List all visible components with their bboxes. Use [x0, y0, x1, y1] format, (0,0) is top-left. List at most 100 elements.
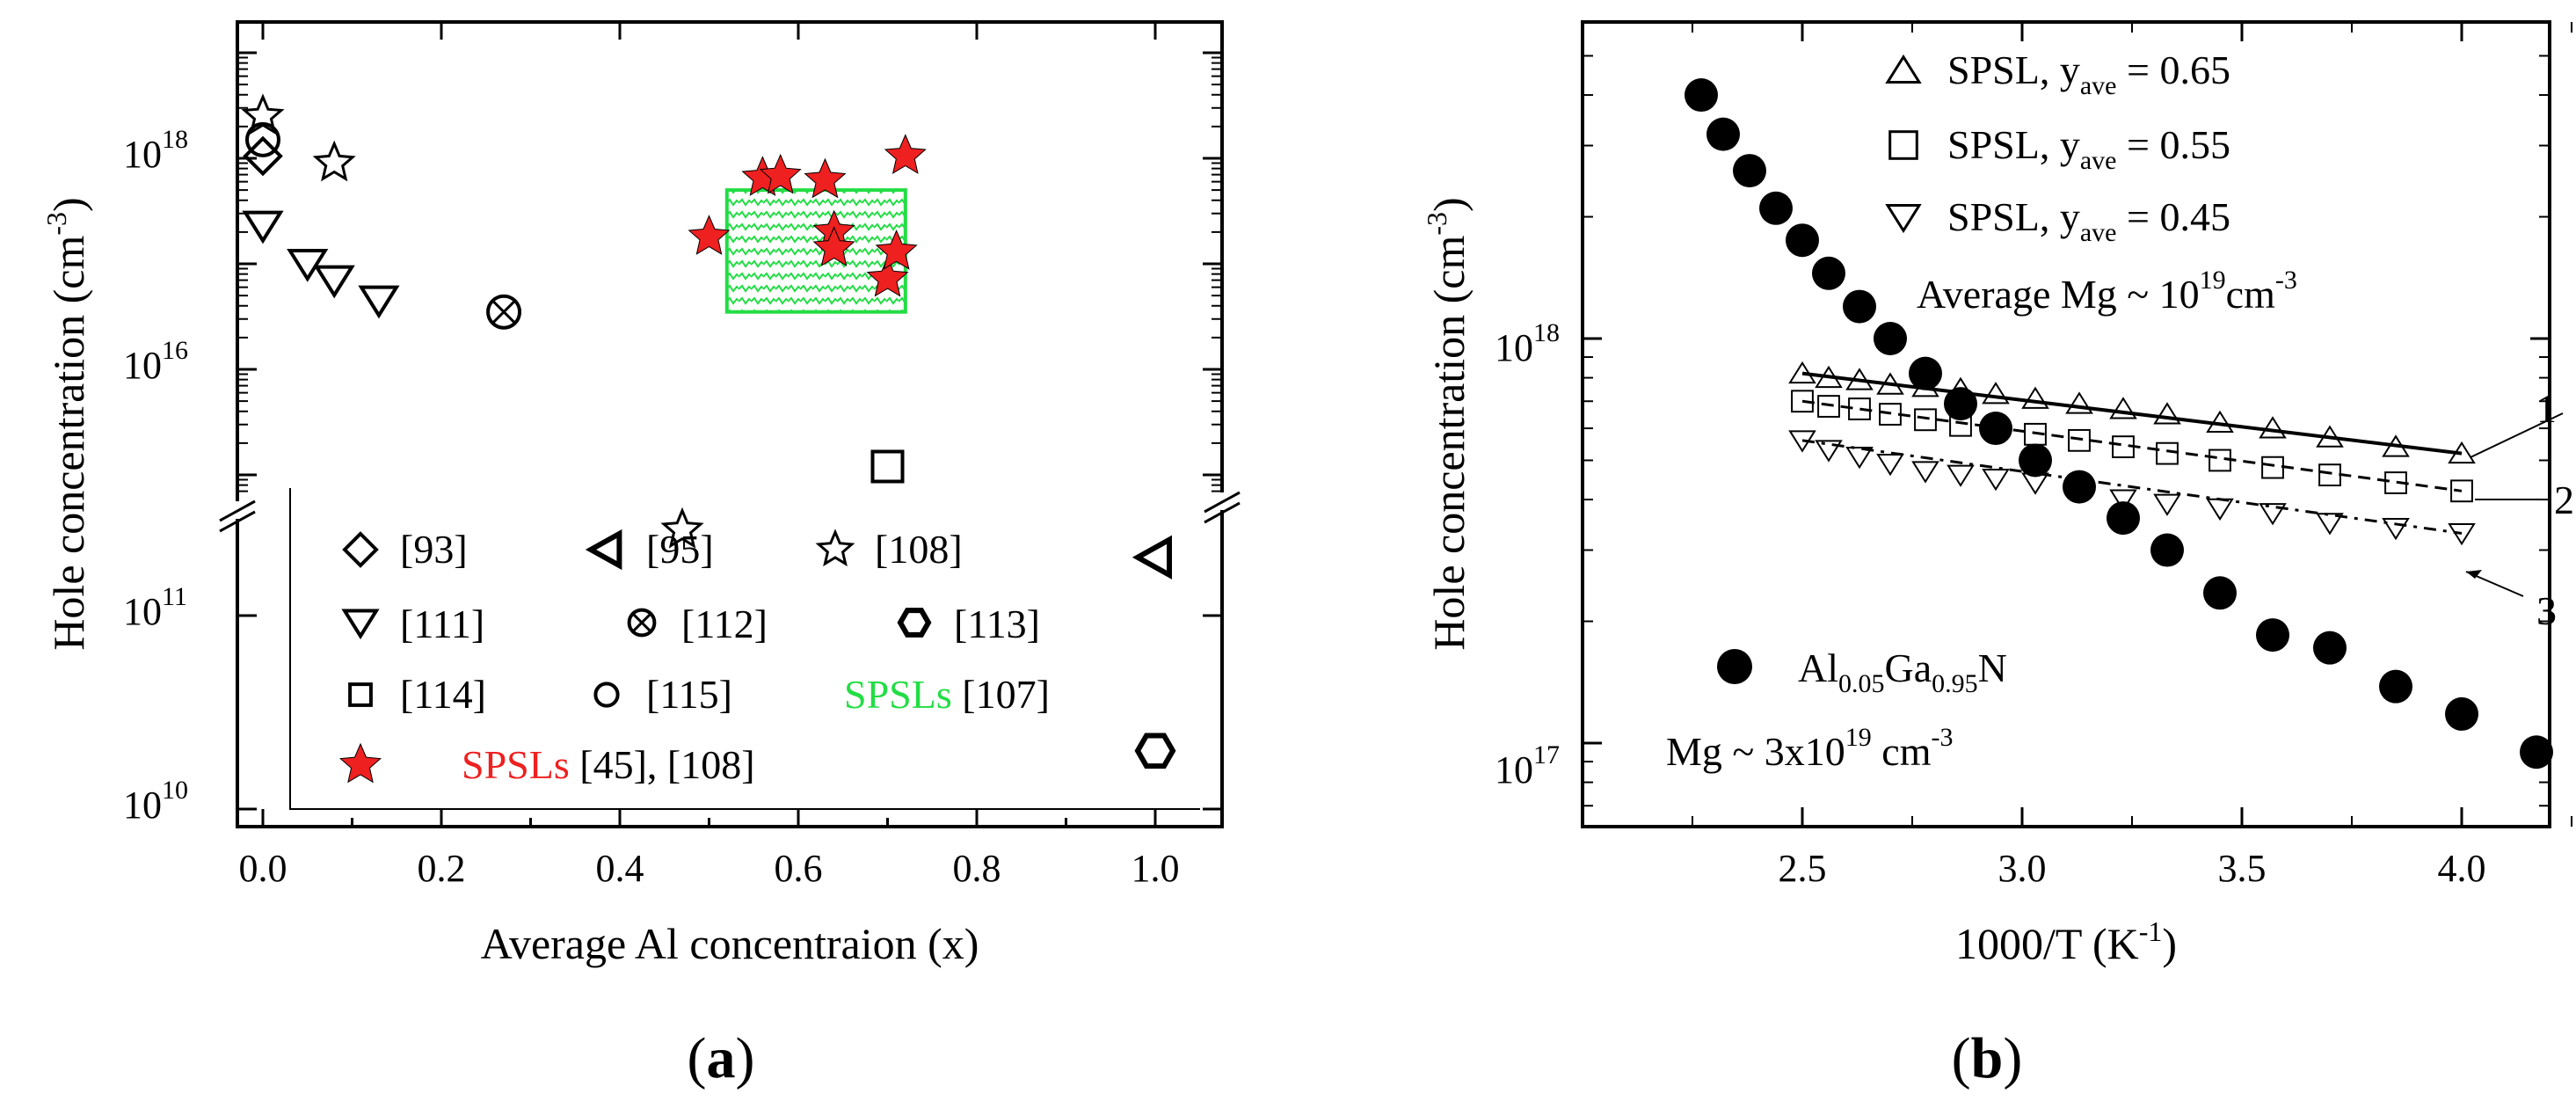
- marker-circle-filled: [2313, 631, 2347, 665]
- svg-text:1017: 1017: [1495, 740, 1560, 791]
- marker-star-open: [241, 93, 285, 135]
- marker-ring: [486, 294, 522, 330]
- marker-ring: [627, 608, 657, 638]
- b-ytick-label: 1018: [1495, 318, 1560, 369]
- legend-label: [108]: [875, 527, 963, 572]
- marker-triangle-down: [2448, 522, 2476, 546]
- legend-a-frame: [289, 488, 1200, 810]
- b-xtick-label: 4.0: [2438, 847, 2486, 890]
- legend-b: SPSL, yave = 0.65 SPSL, yave = 0.55 SPSL…: [1666, 47, 2297, 774]
- marker-hexagon: [1134, 733, 1176, 769]
- marker-triangle-down: [2206, 498, 2234, 521]
- marker-circle-filled: [2203, 576, 2237, 610]
- svg-text:2: 2: [2554, 478, 2574, 522]
- marker-square: [1888, 130, 1918, 160]
- marker-triangle-up: [1982, 382, 2010, 405]
- marker-circle-filled: [2520, 735, 2553, 769]
- svg-text:1010: 1010: [123, 776, 188, 827]
- marker-triangle-down: [287, 249, 329, 282]
- a-xtick-label: 1.0: [1132, 847, 1180, 890]
- fit-line: [1801, 399, 2463, 492]
- svg-text:3: 3: [2536, 588, 2557, 633]
- marker-circle-filled: [1733, 154, 1766, 188]
- marker-triangle-down: [1815, 440, 1843, 463]
- legend-label: [93]: [400, 527, 468, 572]
- annotation-mg-doping: Mg ~ 3x1019 cm-3: [1666, 723, 1954, 774]
- b-x-axis-label: 1000/T (K-1): [1955, 915, 2177, 968]
- legend-label: [114]: [400, 672, 486, 717]
- legend-label-spsl-45-108: SPSLs [45], [108]: [462, 742, 755, 787]
- marker-triangle-up: [2109, 397, 2137, 419]
- marker-circle: [245, 121, 280, 157]
- marker-circle-x: [486, 294, 522, 330]
- a-ytick-label: 1010: [123, 776, 188, 827]
- marker-square: [1914, 408, 1937, 432]
- legend-label: SPSL, yave = 0.55: [1947, 122, 2230, 175]
- marker-triangle-down: [1788, 430, 1816, 453]
- marker-square: [1791, 390, 1814, 413]
- annotation-average-mg: Average Mg ~ 1019cm-3: [1917, 266, 2297, 317]
- b-data-points: [1685, 78, 2553, 769]
- marker-square: [1848, 397, 1871, 420]
- marker-triangle-down: [1885, 204, 1922, 234]
- b-y-axis-label: Hole concentration (cm-3): [1421, 197, 1474, 650]
- legend-label: [111]: [400, 602, 484, 646]
- marker-triangle-up: [1876, 372, 1904, 395]
- marker-triangle-left: [1132, 535, 1172, 580]
- marker-circle-filled: [1909, 356, 1942, 390]
- marker-circle-filled: [1874, 322, 1907, 355]
- marker-square: [2112, 435, 2135, 458]
- b-xtick-label: 3.5: [2218, 847, 2267, 890]
- caption-a: (a): [688, 1026, 755, 1090]
- marker-circle-filled: [1979, 412, 2012, 446]
- marker-circle-filled: [1812, 256, 1845, 290]
- marker-star-open: [815, 529, 855, 567]
- marker-square: [2068, 428, 2091, 452]
- marker-star-filled: [812, 226, 855, 266]
- marker-triangle-up: [1885, 54, 1922, 84]
- marker-circle-filled: [1944, 387, 1977, 421]
- marker-circle-filled: [1786, 223, 1819, 258]
- fit-line: [1801, 439, 2463, 535]
- marker-circle-filled: [1685, 78, 1718, 113]
- marker-triangle-down: [1947, 464, 1975, 487]
- marker-star-filled: [804, 157, 847, 199]
- legend-label: [95]: [646, 527, 714, 572]
- a-xtick-label: 0.6: [775, 847, 823, 890]
- marker-circle-filled: [1759, 191, 1793, 225]
- legend-label: SPSL, yave = 0.65: [1947, 47, 2230, 100]
- marker-triangle-down: [341, 609, 380, 640]
- marker-triangle-up: [1788, 361, 1816, 384]
- marker-star-open: [312, 140, 356, 182]
- panel-b-frame: [1581, 20, 2551, 828]
- marker-hexagon: [897, 608, 932, 638]
- marker-circle-filled: [2256, 618, 2289, 653]
- svg-text:1016: 1016: [123, 336, 188, 387]
- b-xtick-label: 2.5: [1779, 847, 1827, 890]
- marker-triangle-up: [2259, 416, 2287, 439]
- legend-a: [93] [95] [108] [111] [112] [113] [114] …: [338, 527, 1050, 787]
- marker-star-filled: [875, 230, 918, 270]
- marker-circle-filled: [2445, 696, 2478, 731]
- marker-square: [2261, 456, 2284, 479]
- legend-label-spsl-107: SPSLs [107]: [844, 672, 1050, 717]
- a-ytick-label: 1016: [123, 336, 188, 387]
- marker-star-filled: [884, 134, 927, 174]
- marker-star-filled: [759, 153, 802, 194]
- marker-star-filled: [338, 742, 382, 784]
- marker-triangle-down: [2382, 518, 2410, 541]
- legend-label: SPSL, yave = 0.45: [1947, 194, 2230, 247]
- marker-triangle-down: [1911, 461, 1939, 484]
- line-label-1: 1: [2470, 386, 2564, 458]
- a-y-axis-label: Hole concentration (cm-3): [40, 197, 93, 650]
- caption-b: (b): [1952, 1026, 2023, 1090]
- marker-triangle-up: [1815, 365, 1843, 389]
- axis-break-right: [1204, 491, 1241, 524]
- marker-triangle-left: [585, 529, 622, 571]
- marker-triangle-down: [1876, 454, 1904, 477]
- b-ytick-label: 1017: [1495, 740, 1560, 791]
- marker-star-open: [660, 507, 704, 549]
- marker-square: [2384, 471, 2407, 494]
- axis-break-left: [219, 499, 256, 533]
